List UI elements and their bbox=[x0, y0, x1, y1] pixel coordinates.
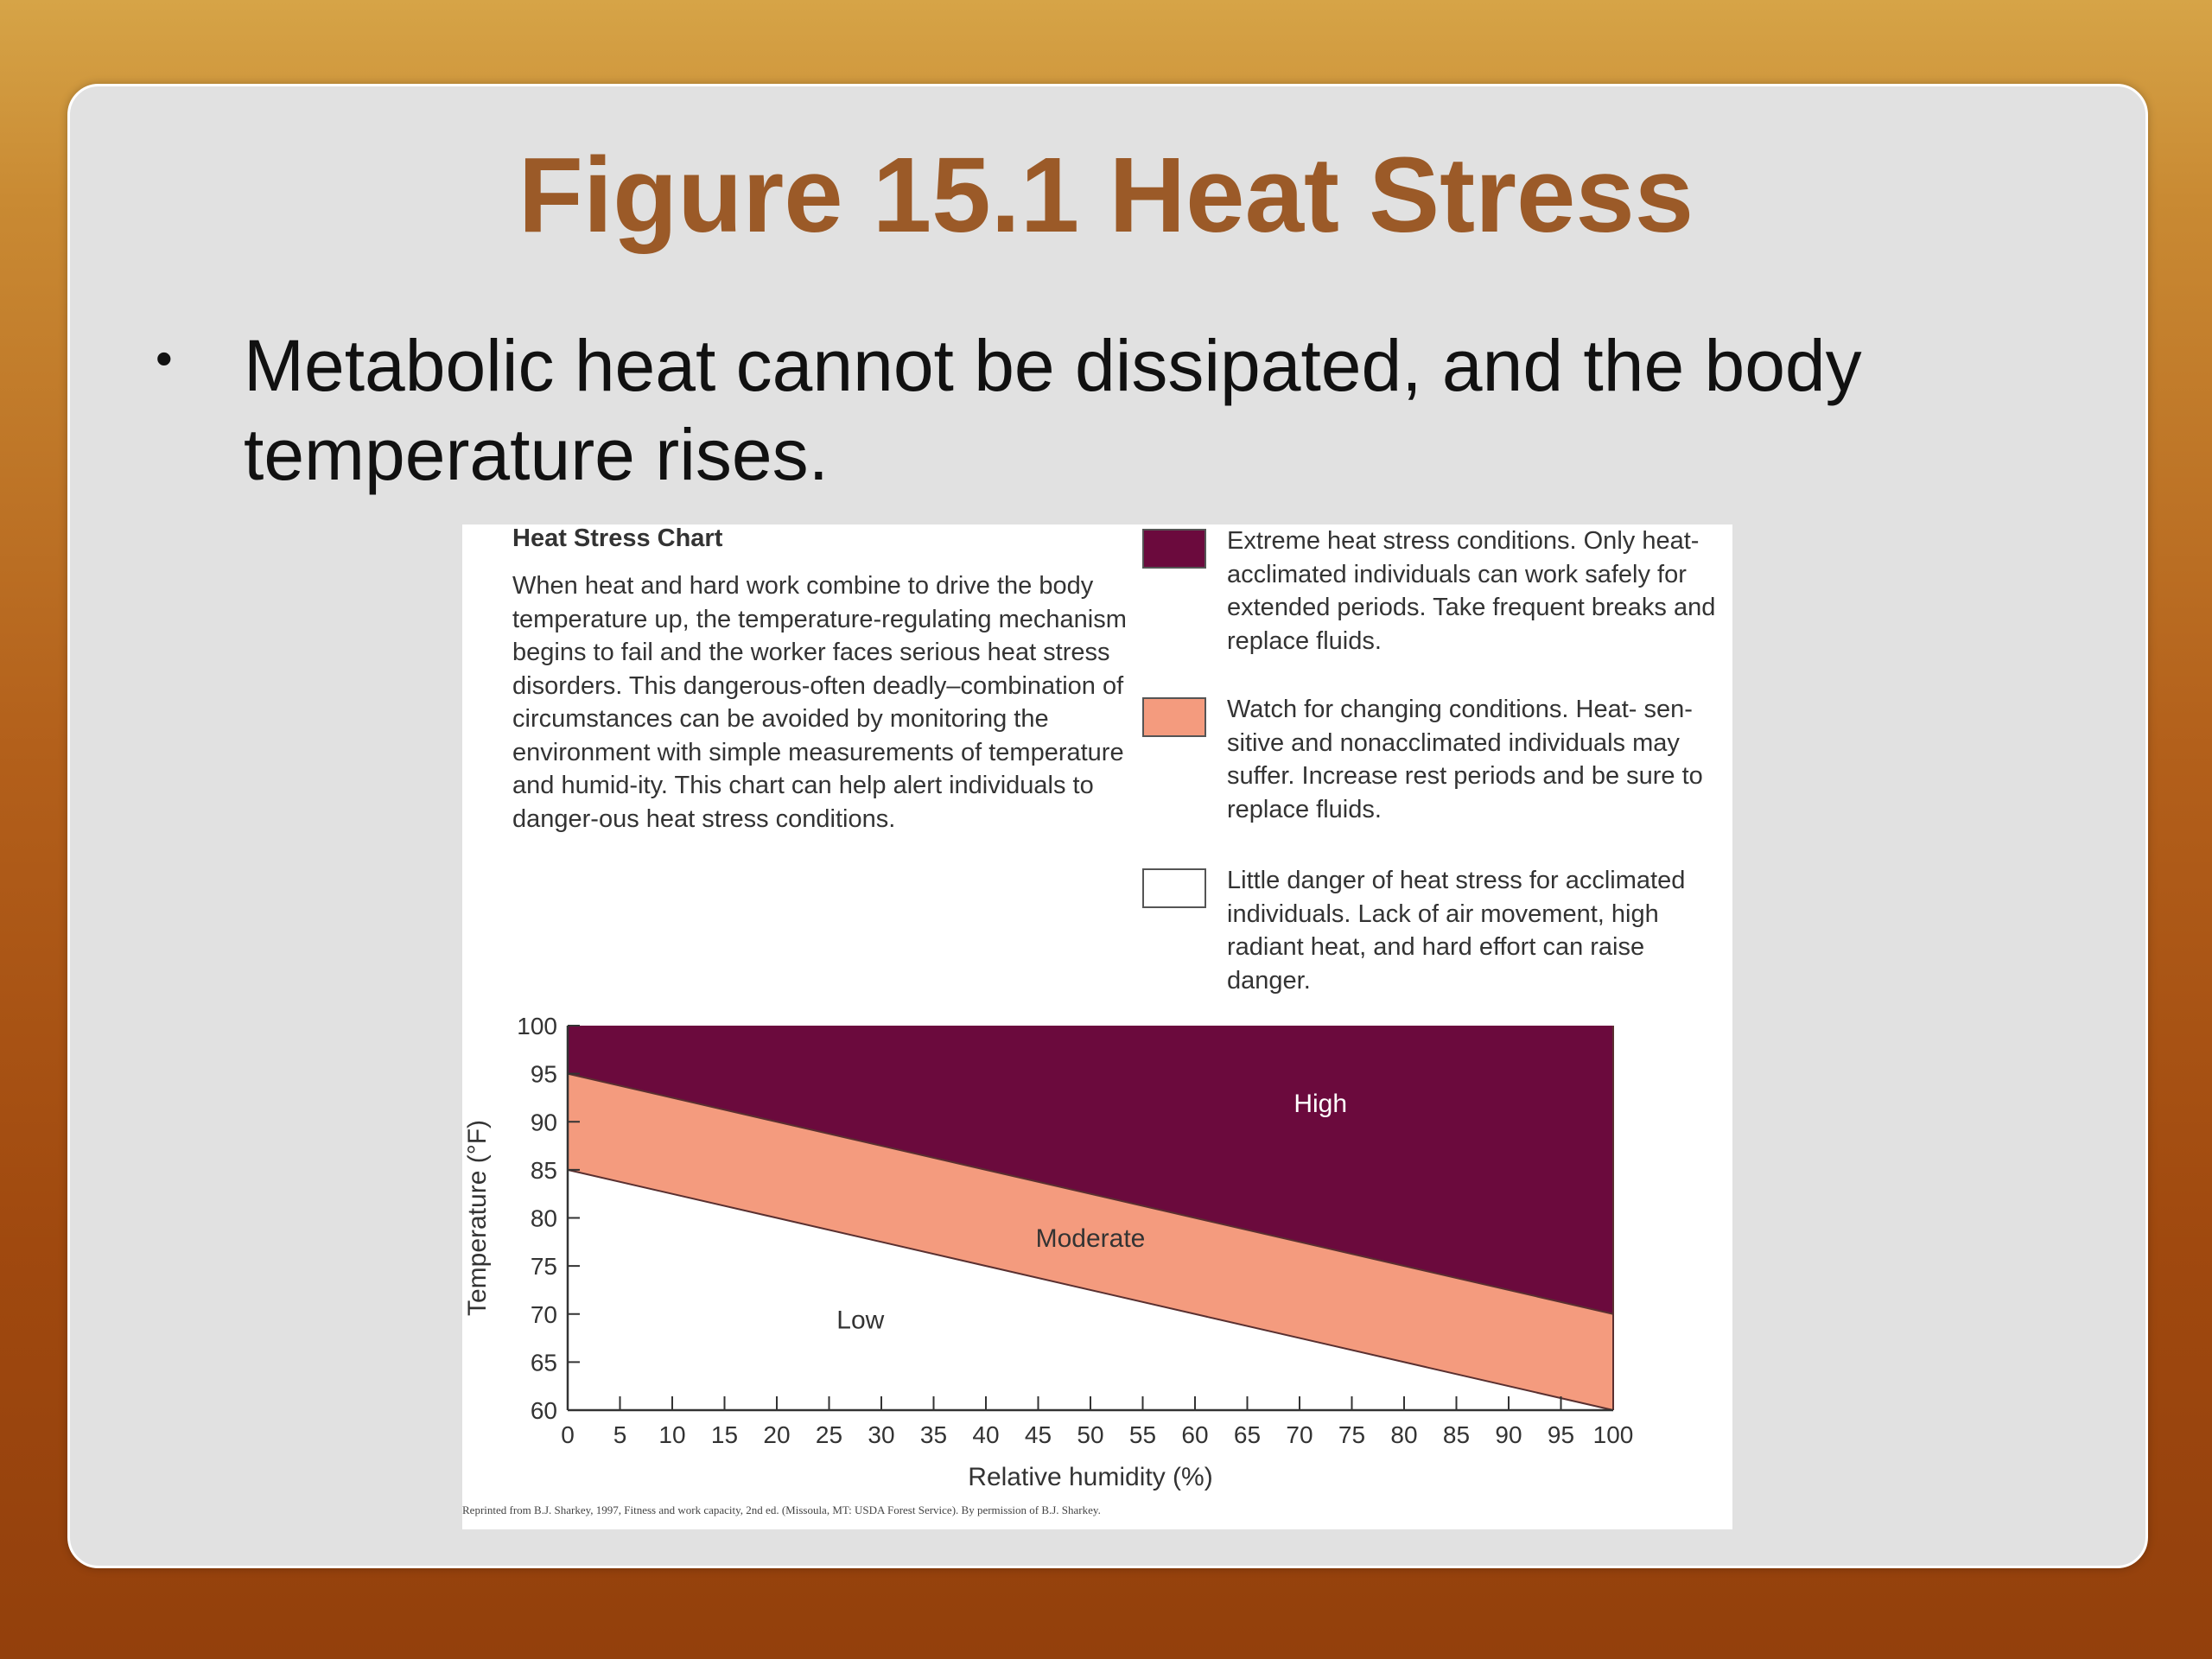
legend-swatch-moderate bbox=[1142, 697, 1206, 737]
zone-high bbox=[568, 1026, 1613, 1314]
x-tick-label: 50 bbox=[1077, 1421, 1103, 1448]
y-tick-label: 60 bbox=[531, 1397, 557, 1424]
x-tick-label: 45 bbox=[1025, 1421, 1052, 1448]
x-tick-label: 70 bbox=[1286, 1421, 1313, 1448]
boundary-line-high bbox=[567, 1072, 1614, 1315]
x-tick-label: 65 bbox=[1234, 1421, 1261, 1448]
y-tick-label: 70 bbox=[531, 1301, 557, 1328]
y-tick-label: 75 bbox=[531, 1253, 557, 1280]
bullet-marker: • bbox=[156, 331, 173, 385]
x-tick-label: 5 bbox=[613, 1421, 627, 1448]
boundary-line-low bbox=[567, 1168, 1614, 1411]
legend-text-moderate: Watch for changing conditions. Heat- sen… bbox=[1227, 696, 1703, 823]
x-tick-label: 20 bbox=[763, 1421, 790, 1448]
x-tick-label: 55 bbox=[1129, 1421, 1156, 1448]
x-tick-label: 80 bbox=[1390, 1421, 1417, 1448]
x-tick-label: 35 bbox=[920, 1421, 947, 1448]
zone-label-high: High bbox=[1294, 1090, 1347, 1118]
x-tick-label: 90 bbox=[1495, 1421, 1522, 1448]
y-tick-label: 90 bbox=[531, 1109, 557, 1135]
x-axis-label: Relative humidity (%) bbox=[968, 1463, 1212, 1491]
x-tick-label: 60 bbox=[1181, 1421, 1208, 1448]
x-tick-label: 75 bbox=[1338, 1421, 1365, 1448]
legend-text-low: Little danger of heat stress for acclima… bbox=[1227, 867, 1686, 995]
x-tick-label: 85 bbox=[1443, 1421, 1470, 1448]
x-tick-label: 10 bbox=[658, 1421, 685, 1448]
heat-stress-figure: Heat Stress Chart When heat and hard wor… bbox=[462, 524, 1732, 1529]
y-axis-label: Temperature (°F) bbox=[463, 1120, 492, 1316]
x-tick-label: 30 bbox=[868, 1421, 894, 1448]
legend-text-high: Extreme heat stress conditions. Only hea… bbox=[1227, 527, 1716, 655]
x-tick-label: 15 bbox=[711, 1421, 738, 1448]
heat-stress-chart: 60 65 70 75 80 85 90 95 100 0 5 10 15 20 25 30 35 40 45 50 5… bbox=[463, 1013, 1634, 1491]
zone-label-moderate: Moderate bbox=[1036, 1224, 1146, 1253]
zone-moderate bbox=[568, 1073, 1613, 1410]
y-tick-label: 85 bbox=[531, 1157, 557, 1184]
y-tick-label: 100 bbox=[517, 1013, 557, 1039]
x-tick-label: 0 bbox=[561, 1421, 575, 1448]
x-tick-label: 95 bbox=[1548, 1421, 1574, 1448]
figure-description: When heat and hard work combine to drive… bbox=[512, 572, 1127, 833]
zone-label-low: Low bbox=[836, 1306, 884, 1334]
x-tick-label: 40 bbox=[972, 1421, 999, 1448]
x-tick-label: 100 bbox=[1593, 1421, 1634, 1448]
figure-heading: Heat Stress Chart bbox=[512, 524, 723, 552]
x-tick-label: 25 bbox=[816, 1421, 842, 1448]
y-tick-label: 95 bbox=[531, 1061, 557, 1088]
bullet-text: Metabolic heat cannot be dissipated, and… bbox=[244, 325, 1862, 495]
slide-title: Figure 15.1 Heat Stress bbox=[518, 137, 1694, 255]
legend-swatch-high bbox=[1142, 529, 1206, 569]
legend-swatch-low bbox=[1142, 868, 1206, 908]
figure-citation: Reprinted from B.J. Sharkey, 1997, Fitne… bbox=[462, 1503, 1101, 1516]
y-tick-label: 65 bbox=[531, 1349, 557, 1376]
y-tick-label: 80 bbox=[531, 1205, 557, 1232]
